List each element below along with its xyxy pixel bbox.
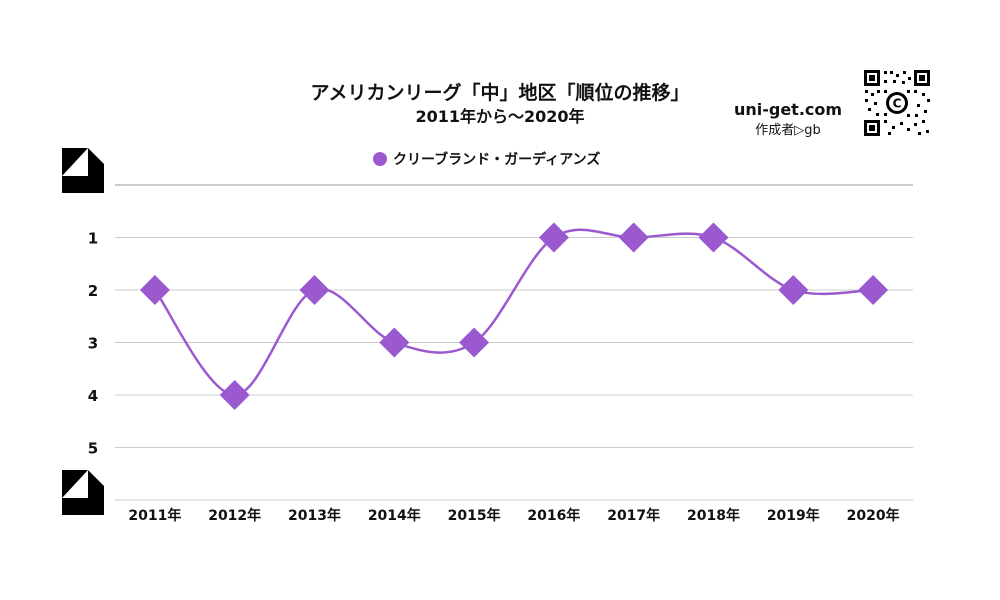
x-tick-label: 2016年 [527, 507, 580, 524]
y-tick-label: 3 [88, 335, 98, 353]
series-line [153, 228, 874, 397]
chart-title-block: アメリカンリーグ「中」地区「順位の推移」 2011年から～2020年 [0, 80, 1000, 128]
legend-marker [373, 152, 387, 166]
y-tick-label: 5 [88, 440, 98, 458]
x-tick-label: 2018年 [687, 507, 740, 524]
x-tick-label: 2017年 [607, 507, 660, 524]
data-point-marker [858, 275, 889, 305]
data-point-marker [698, 222, 729, 253]
data-point-marker [379, 327, 410, 358]
x-tick-label: 2015年 [448, 507, 501, 524]
data-point-marker [459, 327, 490, 358]
legend-label: クリーブランド・ガーディアンズ [393, 151, 600, 168]
data-point-marker [139, 275, 170, 305]
corner-decoration-top [62, 148, 104, 193]
corner-decoration-bottom [62, 470, 104, 515]
brand-block: uni-get.com 作成者▷gb [728, 100, 848, 140]
data-point-marker [778, 275, 809, 305]
x-tick-label: 2020年 [847, 507, 900, 524]
svg-text:C: C [893, 97, 902, 111]
chart-subtitle: 2011年から～2020年 [415, 107, 585, 126]
data-point-marker [538, 222, 569, 253]
qr-code-icon: C [862, 68, 932, 138]
chart-title: アメリカンリーグ「中」地区「順位の推移」 [310, 82, 690, 104]
x-tick-label: 2014年 [368, 507, 421, 524]
x-tick-label: 2013年 [288, 507, 341, 524]
x-tick-label: 2012年 [208, 507, 261, 524]
y-tick-label: 2 [88, 282, 98, 300]
data-point-marker [299, 275, 330, 305]
brand-author: 作成者▷gb [755, 123, 821, 138]
brand-site: uni-get.com [733, 100, 843, 119]
y-tick-label: 4 [88, 387, 98, 405]
x-tick-label: 2019年 [767, 507, 820, 524]
x-tick-label: 2011年 [128, 507, 181, 524]
y-tick-label: 1 [88, 230, 98, 248]
data-point-marker [618, 222, 649, 253]
data-point-marker [219, 380, 250, 410]
legend: クリーブランド・ガーディアンズ [373, 151, 600, 168]
